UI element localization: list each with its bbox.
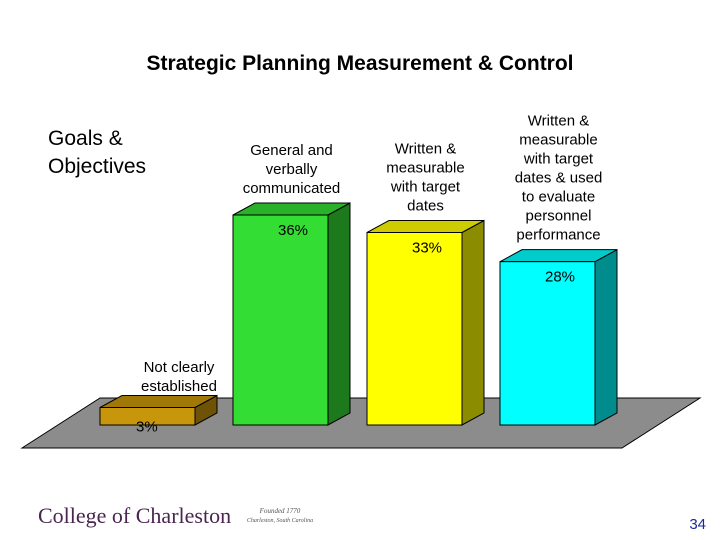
college-seal: Founded 1770 Charleston, South Carolina — [247, 507, 313, 524]
category-label-2: General and verbally communicated — [243, 142, 341, 197]
bar-front-2 — [232, 214, 329, 426]
bar-front-3 — [366, 232, 463, 426]
college-logo: College of Charleston — [38, 503, 232, 528]
bar-2 — [232, 202, 351, 426]
page-number: 34 — [689, 516, 706, 533]
bar-side-3 — [461, 219, 485, 426]
category-label-3: Written & measurable with target dates — [386, 141, 464, 215]
bar-side-2 — [327, 202, 351, 426]
value-label-4: 28% — [545, 269, 575, 286]
value-label-3: 33% — [412, 240, 442, 257]
value-label-2: 36% — [278, 222, 308, 239]
bar-4 — [499, 248, 618, 426]
bar-3 — [366, 219, 485, 426]
value-label-1: 3% — [136, 419, 158, 436]
seal-line1: Founded 1770 — [259, 507, 301, 515]
goals-label-line2: Objectives — [48, 155, 147, 178]
bars-group: 3% Not clearly established 36% General and ve… — [99, 113, 618, 436]
goals-label-line1: Goals & — [48, 127, 123, 150]
bar-side-4 — [594, 248, 618, 426]
bar-front-4 — [499, 261, 596, 426]
bar-1 — [99, 394, 218, 426]
chart-title: Strategic Planning Measurement & Control — [146, 52, 574, 75]
bar-front-1 — [99, 407, 196, 426]
goals-objectives-label: Goals & Objectives — [48, 125, 146, 181]
seal-line2: Charleston, South Carolina — [247, 518, 313, 524]
category-label-1: Not clearly established — [141, 359, 217, 395]
category-label-4: Written & measurable with target dates & us… — [515, 113, 603, 244]
